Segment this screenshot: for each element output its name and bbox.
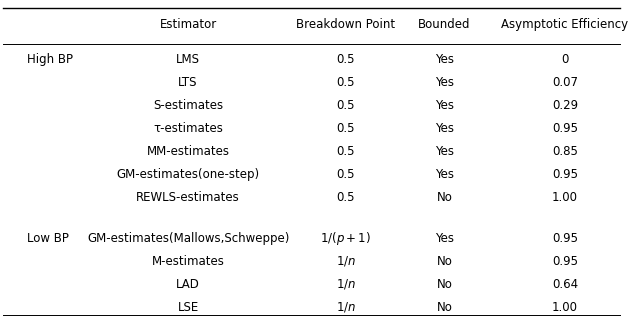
Text: 0.5: 0.5 <box>336 145 355 158</box>
Text: 0.64: 0.64 <box>551 278 578 291</box>
Text: Yes: Yes <box>435 76 454 89</box>
Text: 0.29: 0.29 <box>551 99 578 112</box>
Text: Estimator: Estimator <box>159 18 217 31</box>
Text: No: No <box>437 301 453 314</box>
Text: $1/(p+1)$: $1/(p+1)$ <box>320 230 371 247</box>
Text: 0.07: 0.07 <box>552 76 578 89</box>
Text: $1/n$: $1/n$ <box>336 277 356 291</box>
Text: REWLS-estimates: REWLS-estimates <box>136 191 240 204</box>
Text: 0.95: 0.95 <box>552 255 578 268</box>
Text: Low BP: Low BP <box>28 232 69 245</box>
Text: MM-estimates: MM-estimates <box>146 145 230 158</box>
Text: τ-estimates: τ-estimates <box>153 122 223 135</box>
Text: No: No <box>437 278 453 291</box>
Text: 0.5: 0.5 <box>336 122 355 135</box>
Text: LSE: LSE <box>177 301 199 314</box>
Text: 0.5: 0.5 <box>336 99 355 112</box>
Text: $1/n$: $1/n$ <box>336 300 356 314</box>
Text: Asymptotic Efficiency: Asymptotic Efficiency <box>501 18 629 31</box>
Text: Yes: Yes <box>435 168 454 181</box>
Text: No: No <box>437 255 453 268</box>
Text: Yes: Yes <box>435 145 454 158</box>
Text: 0.95: 0.95 <box>552 232 578 245</box>
Text: Yes: Yes <box>435 122 454 135</box>
Text: 0: 0 <box>561 52 569 65</box>
Text: 0.85: 0.85 <box>552 145 578 158</box>
Text: LMS: LMS <box>176 52 200 65</box>
Text: $1/n$: $1/n$ <box>336 254 356 268</box>
Text: 0.95: 0.95 <box>552 122 578 135</box>
Text: LTS: LTS <box>178 76 198 89</box>
Text: Breakdown Point: Breakdown Point <box>296 18 395 31</box>
Text: Yes: Yes <box>435 99 454 112</box>
Text: 0.5: 0.5 <box>336 76 355 89</box>
Text: 1.00: 1.00 <box>552 301 578 314</box>
Text: Yes: Yes <box>435 232 454 245</box>
Text: Bounded: Bounded <box>418 18 471 31</box>
Text: LAD: LAD <box>176 278 200 291</box>
Text: M-estimates: M-estimates <box>152 255 225 268</box>
Text: 0.5: 0.5 <box>336 52 355 65</box>
Text: High BP: High BP <box>28 52 73 65</box>
Text: 0.95: 0.95 <box>552 168 578 181</box>
Text: 1.00: 1.00 <box>552 191 578 204</box>
Text: GM-estimates(Mallows,Schweppe): GM-estimates(Mallows,Schweppe) <box>87 232 290 245</box>
Text: GM-estimates(one-step): GM-estimates(one-step) <box>116 168 259 181</box>
Text: No: No <box>437 191 453 204</box>
Text: 0.5: 0.5 <box>336 168 355 181</box>
Text: Yes: Yes <box>435 52 454 65</box>
Text: S-estimates: S-estimates <box>153 99 223 112</box>
Text: 0.5: 0.5 <box>336 191 355 204</box>
